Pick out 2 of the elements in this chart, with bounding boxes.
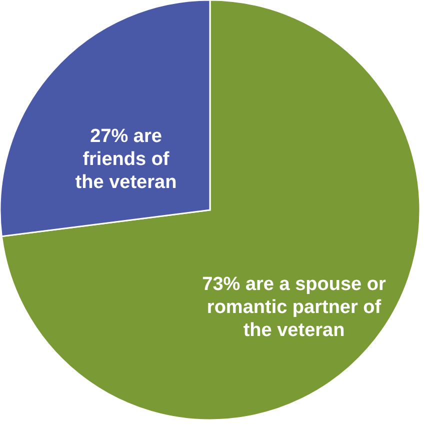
slice-label: 27% are friends of the veteran xyxy=(75,126,177,193)
slice-label: 73% are a spouse or romantic partner of the veteran xyxy=(202,274,386,342)
